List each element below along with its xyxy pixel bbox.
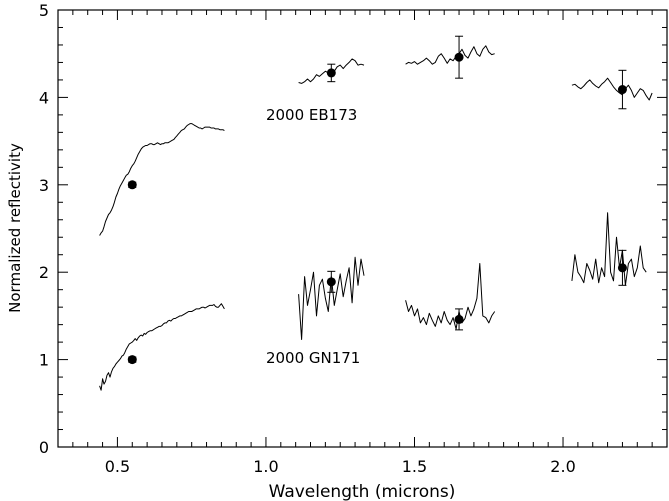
spectrum-line-1 — [99, 123, 225, 236]
x-tick-label: 1.5 — [402, 457, 427, 476]
y-tick-label: 5 — [39, 1, 49, 20]
spectrum-line-1 — [571, 77, 653, 101]
object-name-label: 2000 GN171 — [266, 349, 360, 367]
y-tick-label: 4 — [39, 88, 49, 107]
annotations: 2000 EB173 2000 GN171 — [266, 106, 360, 367]
y-axis-label: Normalized reflectivity — [6, 143, 24, 313]
y-tick-label: 0 — [39, 438, 49, 457]
spectra-lines — [99, 45, 653, 391]
data-point-2 — [127, 355, 137, 365]
spectrum-line-2 — [298, 256, 365, 340]
tick-labels: 0.5 1.0 1.5 2.0 0 1 2 3 4 5 — [39, 1, 576, 476]
object-name-label: 2000 EB173 — [266, 106, 357, 124]
data-point-2 — [454, 314, 464, 324]
y-tick-label: 2 — [39, 263, 49, 282]
axis-ticks — [57, 9, 667, 448]
y-tick-label: 3 — [39, 176, 49, 195]
x-tick-label: 2.0 — [550, 457, 575, 476]
data-point-1 — [454, 52, 464, 62]
data-point-1 — [127, 180, 137, 190]
data-points — [127, 35, 627, 365]
spectrum-line-2 — [99, 303, 225, 391]
data-point-1 — [326, 68, 336, 78]
spectrum-line-2 — [571, 212, 647, 286]
x-tick-label: 0.5 — [105, 457, 130, 476]
data-point-2 — [326, 277, 336, 287]
y-tick-label: 1 — [39, 351, 49, 370]
spectrum-line-1 — [405, 45, 495, 65]
data-point-2 — [617, 263, 627, 273]
spectrum-line-2 — [405, 263, 496, 330]
x-axis-label: Wavelength (microns) — [269, 482, 456, 501]
data-point-1 — [617, 85, 627, 95]
plot-frame — [57, 9, 668, 448]
x-tick-label: 1.0 — [253, 457, 278, 476]
